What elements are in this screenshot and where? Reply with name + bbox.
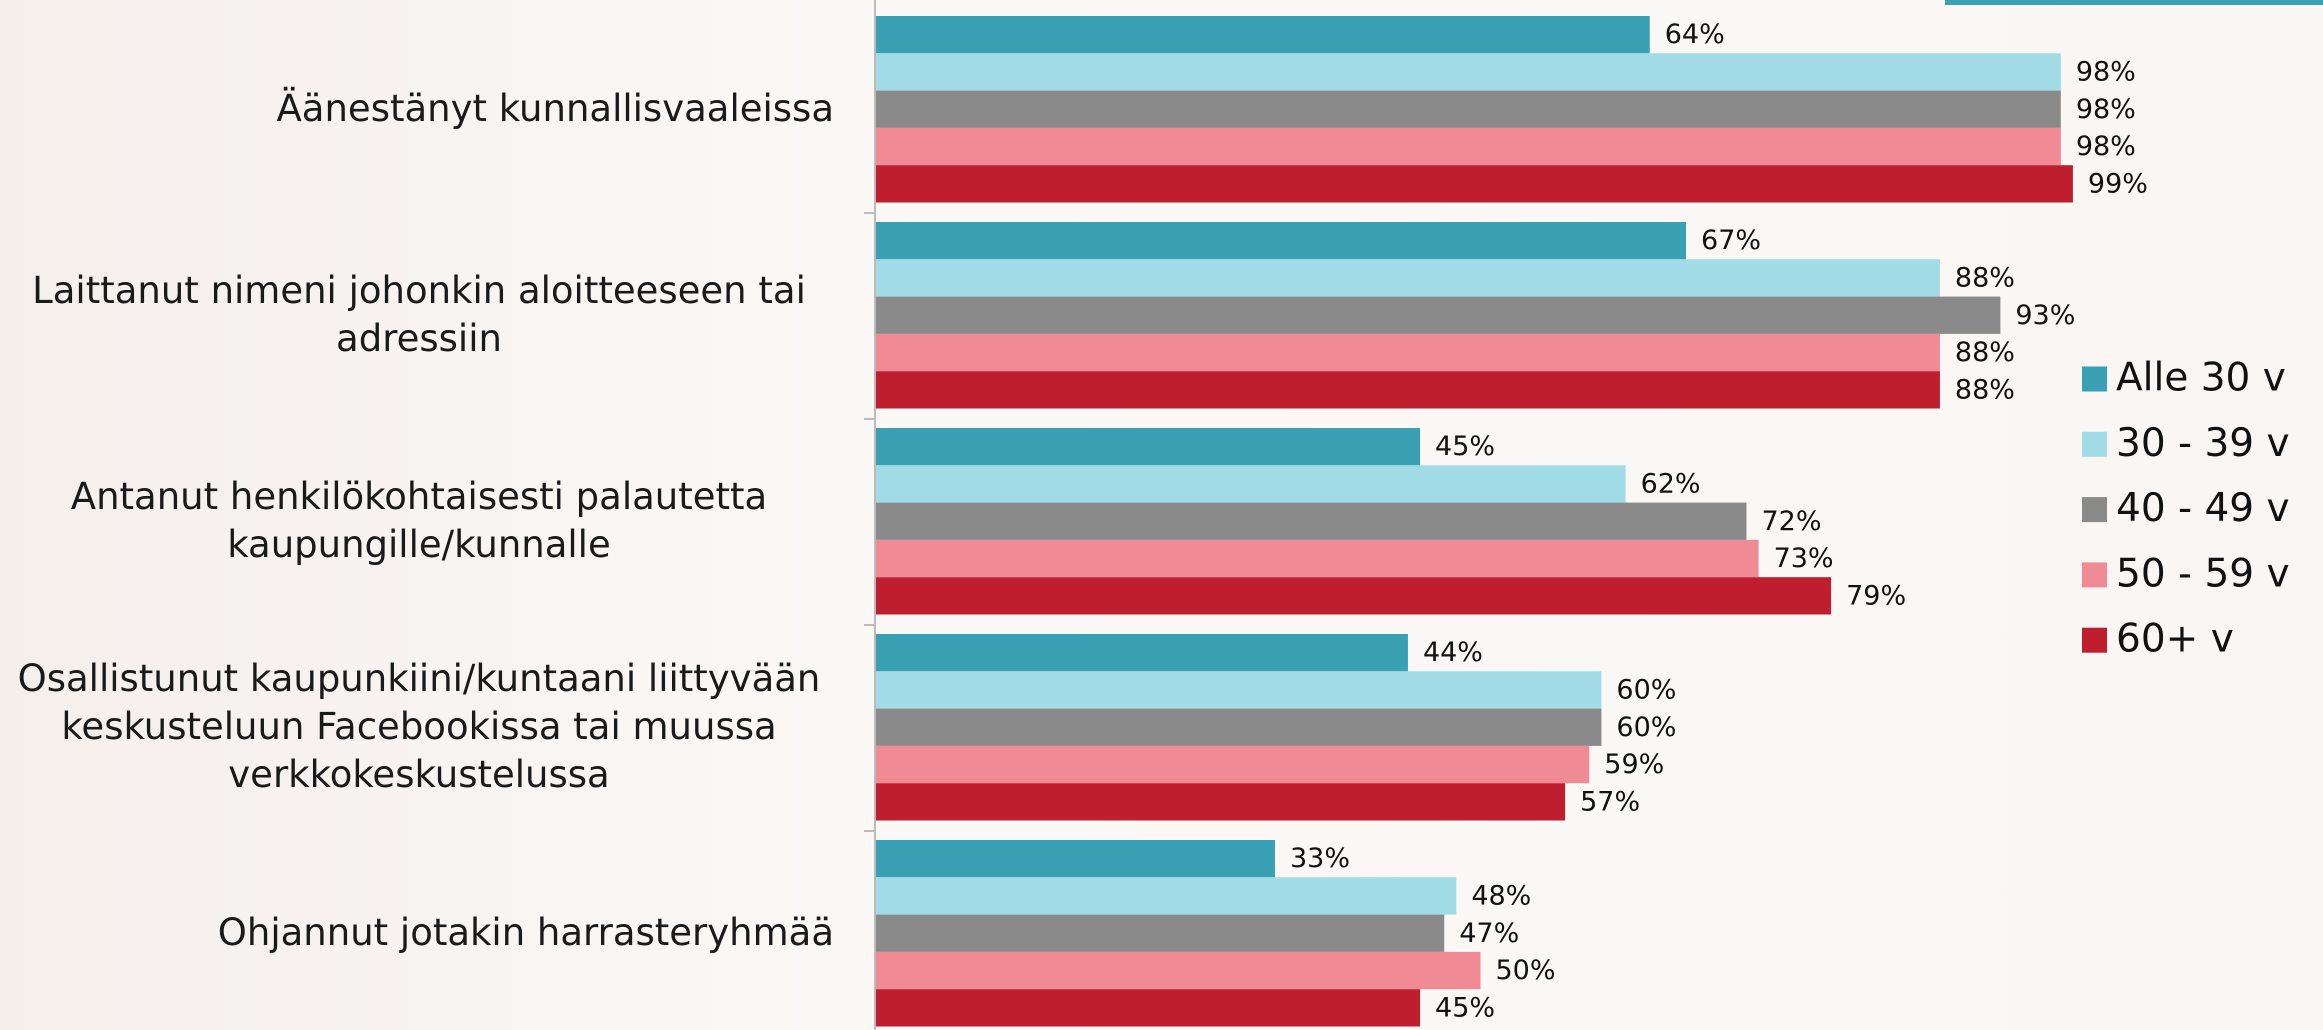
data-label: 93% [2015, 300, 2075, 331]
bar [876, 671, 1602, 709]
data-label: 98% [2076, 131, 2136, 162]
bar [876, 165, 2073, 203]
legend-label: 50 - 59 v [2116, 551, 2290, 596]
data-label: 45% [1435, 992, 1495, 1023]
legend-swatch [2082, 366, 2107, 392]
bar [876, 914, 1445, 952]
category-label: Äänestänyt kunnallisvaaleissa [276, 87, 835, 131]
bar [876, 333, 1940, 372]
bar [876, 296, 2001, 334]
legend-swatch [2082, 431, 2107, 457]
category-label: Ohjannut jotakin harrasteryhmää [217, 911, 834, 955]
category-label-box: Ohjannut jotakin harrasteryhmää [218, 840, 834, 1027]
bar [876, 259, 1940, 297]
legend-label: 60+ v [2116, 617, 2234, 662]
data-label: 50% [1496, 955, 1556, 986]
data-label: 88% [1955, 262, 2015, 293]
data-label: 59% [1604, 749, 1664, 780]
legend-label: 40 - 49 v [2116, 486, 2290, 531]
bar [876, 502, 1747, 540]
data-label: 99% [2088, 168, 2148, 199]
data-label: 98% [2076, 56, 2136, 87]
data-label: 48% [1471, 880, 1531, 911]
bar [876, 53, 2061, 91]
data-label: 60% [1616, 674, 1676, 705]
data-label: 98% [2076, 94, 2136, 125]
bar [876, 16, 1650, 54]
category-label: Osallistunut kaupunkiini/kuntaani liitty… [17, 657, 821, 797]
data-label: 79% [1846, 580, 1906, 611]
decoration [1945, 0, 2323, 5]
legend-swatch [2082, 562, 2107, 588]
bar [876, 840, 1275, 878]
data-label: 73% [1774, 543, 1834, 574]
bar [876, 90, 2061, 128]
category-label-box: Laittanut nimeni johonkin aloitteeseen t… [4, 222, 834, 409]
legend-swatch [2082, 627, 2107, 653]
bar [876, 577, 1832, 615]
data-label: 88% [1955, 337, 2015, 368]
bar [876, 745, 1590, 784]
data-label: 44% [1423, 637, 1483, 668]
category-label-box: Antanut henkilökohtaisesti palautetta ka… [4, 428, 834, 615]
data-label: 72% [1761, 506, 1821, 537]
data-label: 33% [1290, 843, 1350, 874]
bar [876, 222, 1687, 260]
category-label-box: Äänestänyt kunnallisvaaleissa [277, 16, 835, 203]
category-label-box: Osallistunut kaupunkiini/kuntaani liitty… [4, 634, 834, 821]
bar [876, 951, 1481, 990]
bar [876, 371, 1940, 409]
legend-label: Alle 30 v [2116, 356, 2286, 401]
data-label: 62% [1641, 468, 1701, 499]
category-label: Antanut henkilökohtaisesti palautetta ka… [70, 475, 768, 567]
data-label: 57% [1580, 786, 1640, 817]
data-label: 60% [1616, 712, 1676, 743]
bar [876, 989, 1421, 1027]
category-label: Laittanut nimeni johonkin aloitteeseen t… [32, 269, 806, 361]
bar [876, 465, 1626, 503]
data-label: 67% [1701, 225, 1761, 256]
data-label: 88% [1955, 374, 2015, 405]
bar [876, 783, 1566, 821]
bar [876, 877, 1457, 915]
legend-label: 30 - 39 v [2116, 421, 2290, 466]
bar [876, 428, 1421, 466]
bar [876, 634, 1408, 672]
bar [876, 127, 2061, 166]
legend-swatch [2082, 497, 2107, 523]
data-label: 47% [1459, 918, 1519, 949]
bar [876, 539, 1759, 578]
data-label: 45% [1435, 431, 1495, 462]
bar [876, 708, 1602, 746]
data-label: 64% [1665, 19, 1725, 50]
